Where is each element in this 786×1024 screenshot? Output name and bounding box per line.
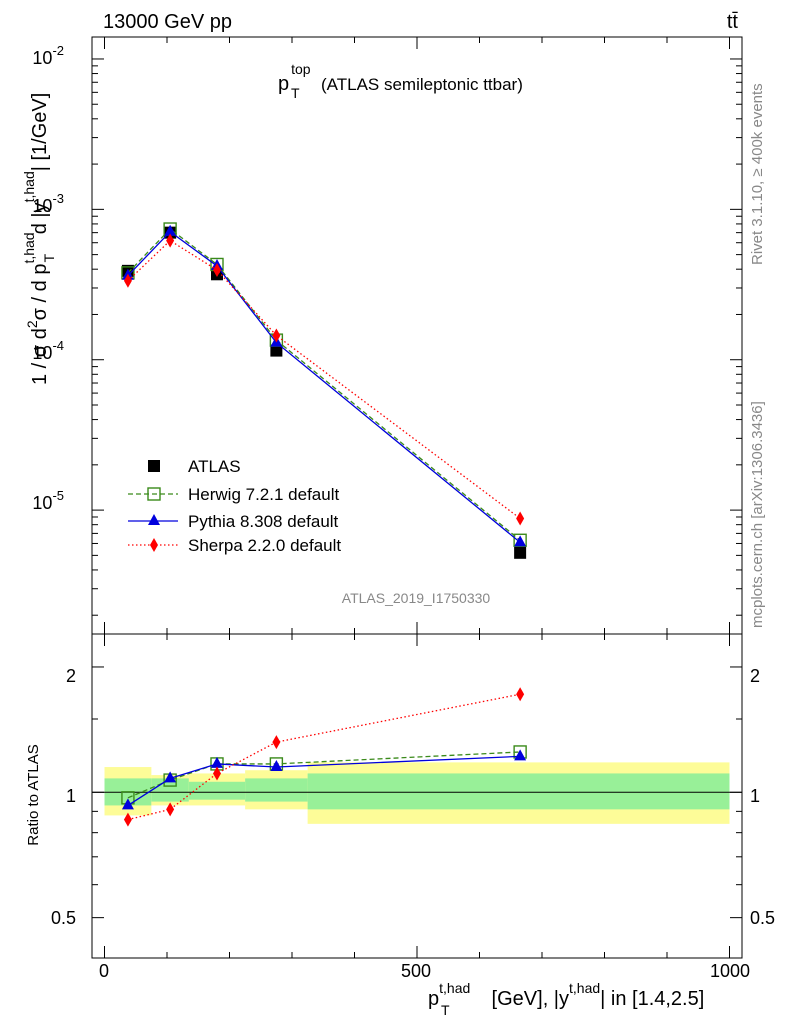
ratio-band-inner bbox=[245, 778, 308, 802]
ratio-point-pythia bbox=[121, 798, 134, 810]
ratio-line-sherpa bbox=[127, 693, 521, 821]
main-y-axis-label: 1 / σ d2σ / d pt,had T d |yt,had| [1/GeV] bbox=[21, 93, 57, 385]
ratio-y-tick-label-right: 0.5 bbox=[750, 908, 775, 928]
rivet-side-label: Rivet 3.1.10, ≥ 400k events bbox=[749, 83, 766, 265]
data-point-sherpa bbox=[213, 263, 221, 278]
axes bbox=[91, 36, 743, 959]
ratio-point-sherpa bbox=[516, 687, 525, 702]
ratio-point-sherpa bbox=[166, 802, 175, 817]
series-line-sherpa bbox=[127, 239, 521, 519]
ratio-point-pythia bbox=[164, 771, 177, 783]
mcplots-side-label: mcplots.cern.ch [arXiv:1306.3436] bbox=[749, 401, 766, 628]
data-point-sherpa bbox=[516, 511, 525, 526]
ratio-point-pythia bbox=[211, 756, 223, 768]
legend-herwig-marker bbox=[147, 487, 161, 501]
main-y-tick-label: 10-4 bbox=[32, 338, 64, 363]
legend-pythia-marker bbox=[148, 514, 160, 525]
ratio-point-sherpa bbox=[272, 735, 281, 750]
ratio-bands bbox=[104, 762, 730, 824]
process-label: tt̄ bbox=[727, 11, 739, 33]
main-y-tick-label: 10-3 bbox=[32, 191, 64, 216]
analysis-id: ATLAS_2019_I1750330 bbox=[342, 590, 491, 606]
x-tick-label: 1000 bbox=[710, 961, 750, 981]
ratio-band-inner bbox=[307, 773, 730, 810]
ratio-y-tick-label: 2 bbox=[66, 666, 76, 686]
ratio-point-sherpa bbox=[123, 812, 132, 827]
ratio-point-sherpa bbox=[213, 766, 221, 781]
main-y-tick-label: 10-5 bbox=[32, 488, 64, 513]
legend-atlas-label: ATLAS bbox=[188, 457, 241, 476]
data-point-sherpa bbox=[272, 328, 281, 343]
data-point-atlas bbox=[270, 344, 283, 357]
data-point-sherpa bbox=[123, 273, 132, 288]
legend: ATLAS Herwig 7.2.1 default Pythia 8.308 … bbox=[128, 457, 341, 555]
legend-sherpa-marker bbox=[150, 538, 158, 552]
legend-atlas-marker bbox=[148, 460, 160, 472]
ratio-line-herwig bbox=[127, 751, 521, 799]
legend-sherpa-label: Sherpa 2.2.0 default bbox=[188, 536, 341, 555]
data-point-atlas bbox=[514, 546, 527, 559]
ratio-band-inner bbox=[188, 781, 246, 800]
data-point-sherpa bbox=[166, 233, 175, 248]
main-title: ptop T (ATLAS semileptonic ttbar) bbox=[278, 61, 523, 101]
ratio-point-pythia bbox=[270, 760, 283, 772]
ratio-point-pythia bbox=[514, 749, 527, 761]
x-tick-label: 500 bbox=[401, 961, 431, 981]
ratio-y-tick-label: 1 bbox=[66, 786, 76, 806]
ratio-y-tick-label-right: 1 bbox=[750, 786, 760, 806]
ratio-series bbox=[121, 687, 527, 827]
ratio-y-axis-label: Ratio to ATLAS bbox=[25, 744, 42, 845]
x-axis-label: pt,had T [GeV], |yt,had| in [1.4,2.5] bbox=[428, 980, 704, 1018]
main-series bbox=[121, 222, 527, 559]
main-y-tick-label: 10-2 bbox=[32, 43, 64, 68]
title-superscript: top bbox=[291, 61, 311, 77]
data-point-pythia bbox=[514, 535, 527, 547]
legend-pythia-label: Pythia 8.308 default bbox=[188, 512, 339, 531]
title-subscript: T bbox=[291, 85, 300, 101]
series-line-herwig bbox=[127, 228, 521, 541]
x-tick-label: 0 bbox=[99, 961, 109, 981]
energy-label: 13000 GeV pp bbox=[103, 11, 232, 33]
legend-herwig-label: Herwig 7.2.1 default bbox=[188, 485, 339, 504]
data-point-pythia bbox=[164, 224, 177, 236]
ratio-y-tick-label-right: 2 bbox=[750, 666, 760, 686]
ratio-y-tick-label: 0.5 bbox=[51, 908, 76, 928]
